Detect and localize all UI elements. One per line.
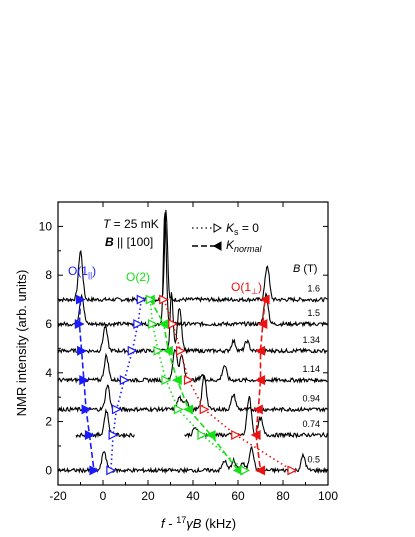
y-tick-label: 0 xyxy=(45,463,52,477)
o2-label: O(2) xyxy=(126,270,150,284)
y-tick-label: 10 xyxy=(39,219,53,233)
guide-marker xyxy=(119,375,130,386)
spectrum-trace xyxy=(57,212,328,328)
spectrum-trace xyxy=(57,209,328,304)
legend-ks0-label: Ks = 0 xyxy=(226,221,259,237)
guide-marker xyxy=(255,465,266,476)
guide-marker xyxy=(127,345,138,356)
guide-marker xyxy=(168,319,179,329)
guide-marker xyxy=(257,319,268,329)
guide-marker xyxy=(255,375,266,386)
guide-marker xyxy=(81,404,92,415)
x-tick-label: 100 xyxy=(318,489,338,503)
x-axis-label: f - 17γB (kHz) xyxy=(161,515,236,531)
guide-marker xyxy=(205,430,216,440)
guide-marker xyxy=(106,465,117,476)
guide-marker xyxy=(161,375,172,386)
guide-marker xyxy=(231,430,242,440)
guide-marker xyxy=(147,319,158,329)
x-tick-label: 80 xyxy=(276,489,290,503)
y-axis-label: NMR intensity (arb. units) xyxy=(14,270,29,417)
spectrum-trace xyxy=(75,396,329,439)
x-tick-label: 0 xyxy=(100,489,107,503)
guide-marker xyxy=(255,345,266,356)
guide-marker xyxy=(183,404,194,415)
spectrum-trace xyxy=(57,292,328,355)
guide-marker xyxy=(77,345,87,356)
guide-marker xyxy=(173,404,184,415)
guide-marker xyxy=(133,319,144,329)
spectrum-trace xyxy=(57,349,328,385)
axis-ticks-group: -20 0 20 40 60 80 100 0 2 4 6 8 10 xyxy=(39,201,338,503)
y-tick-label: 4 xyxy=(45,366,52,380)
y-tick-label: 6 xyxy=(45,317,52,331)
guide-marker xyxy=(89,465,100,476)
guide-lines-group xyxy=(74,294,298,476)
legend: Ks = 0 Knormal xyxy=(192,221,263,254)
x-tick-label: 20 xyxy=(141,489,155,503)
guide-marker xyxy=(162,345,173,356)
guide-marker xyxy=(197,430,208,440)
field-value-label: 0.74 xyxy=(302,419,320,429)
temperature-annotation: T = 25 mK xyxy=(103,217,159,231)
x-tick-label: 40 xyxy=(186,489,200,503)
guide-marker xyxy=(111,404,122,415)
guide-marker xyxy=(199,404,210,415)
guide-marker xyxy=(176,345,186,356)
o1-perp-label: O(1⊥) xyxy=(231,280,262,296)
y-tick-label: 8 xyxy=(45,268,52,282)
spectrum-trace xyxy=(57,445,328,475)
field-value-label: 0.94 xyxy=(302,393,320,403)
guide-marker xyxy=(259,294,270,305)
guide-marker xyxy=(240,465,251,476)
guide-marker xyxy=(153,345,164,356)
plot-frame xyxy=(57,201,329,486)
guide-marker xyxy=(171,375,182,386)
field-labels-group: 1.6 1.5 1.34 1.14 0.94 0.74 0.5 xyxy=(302,284,320,465)
guide-marker xyxy=(252,404,263,415)
x-tick-label: -20 xyxy=(49,489,67,503)
field-direction-annotation: B || [100] xyxy=(105,235,153,249)
guide-marker xyxy=(183,375,194,386)
o1-parallel-label: O(1||) xyxy=(68,264,96,280)
field-value-label: 1.5 xyxy=(307,308,320,318)
y-tick-label: 2 xyxy=(45,415,52,429)
guide-marker xyxy=(108,430,119,440)
guide-marker xyxy=(74,319,85,329)
spectra-group xyxy=(57,209,329,475)
guide-marker xyxy=(79,375,90,386)
guide-marker xyxy=(287,465,298,476)
field-value-label: 0.5 xyxy=(307,454,320,464)
x-tick-label: 60 xyxy=(231,489,245,503)
guide-marker xyxy=(84,430,95,440)
guide-marker xyxy=(136,294,147,305)
field-value-label: 1.14 xyxy=(302,364,320,374)
legend-knormal-label: Knormal xyxy=(226,238,263,254)
guide-marker xyxy=(145,294,156,305)
field-column-title: B (T) xyxy=(293,263,317,275)
plot-area xyxy=(57,201,329,486)
guide-marker xyxy=(159,294,170,305)
guide-marker xyxy=(158,319,169,329)
guide-marker xyxy=(75,294,86,305)
field-value-label: 1.6 xyxy=(307,284,320,294)
guide-marker xyxy=(250,430,261,440)
field-value-label: 1.34 xyxy=(302,335,320,345)
